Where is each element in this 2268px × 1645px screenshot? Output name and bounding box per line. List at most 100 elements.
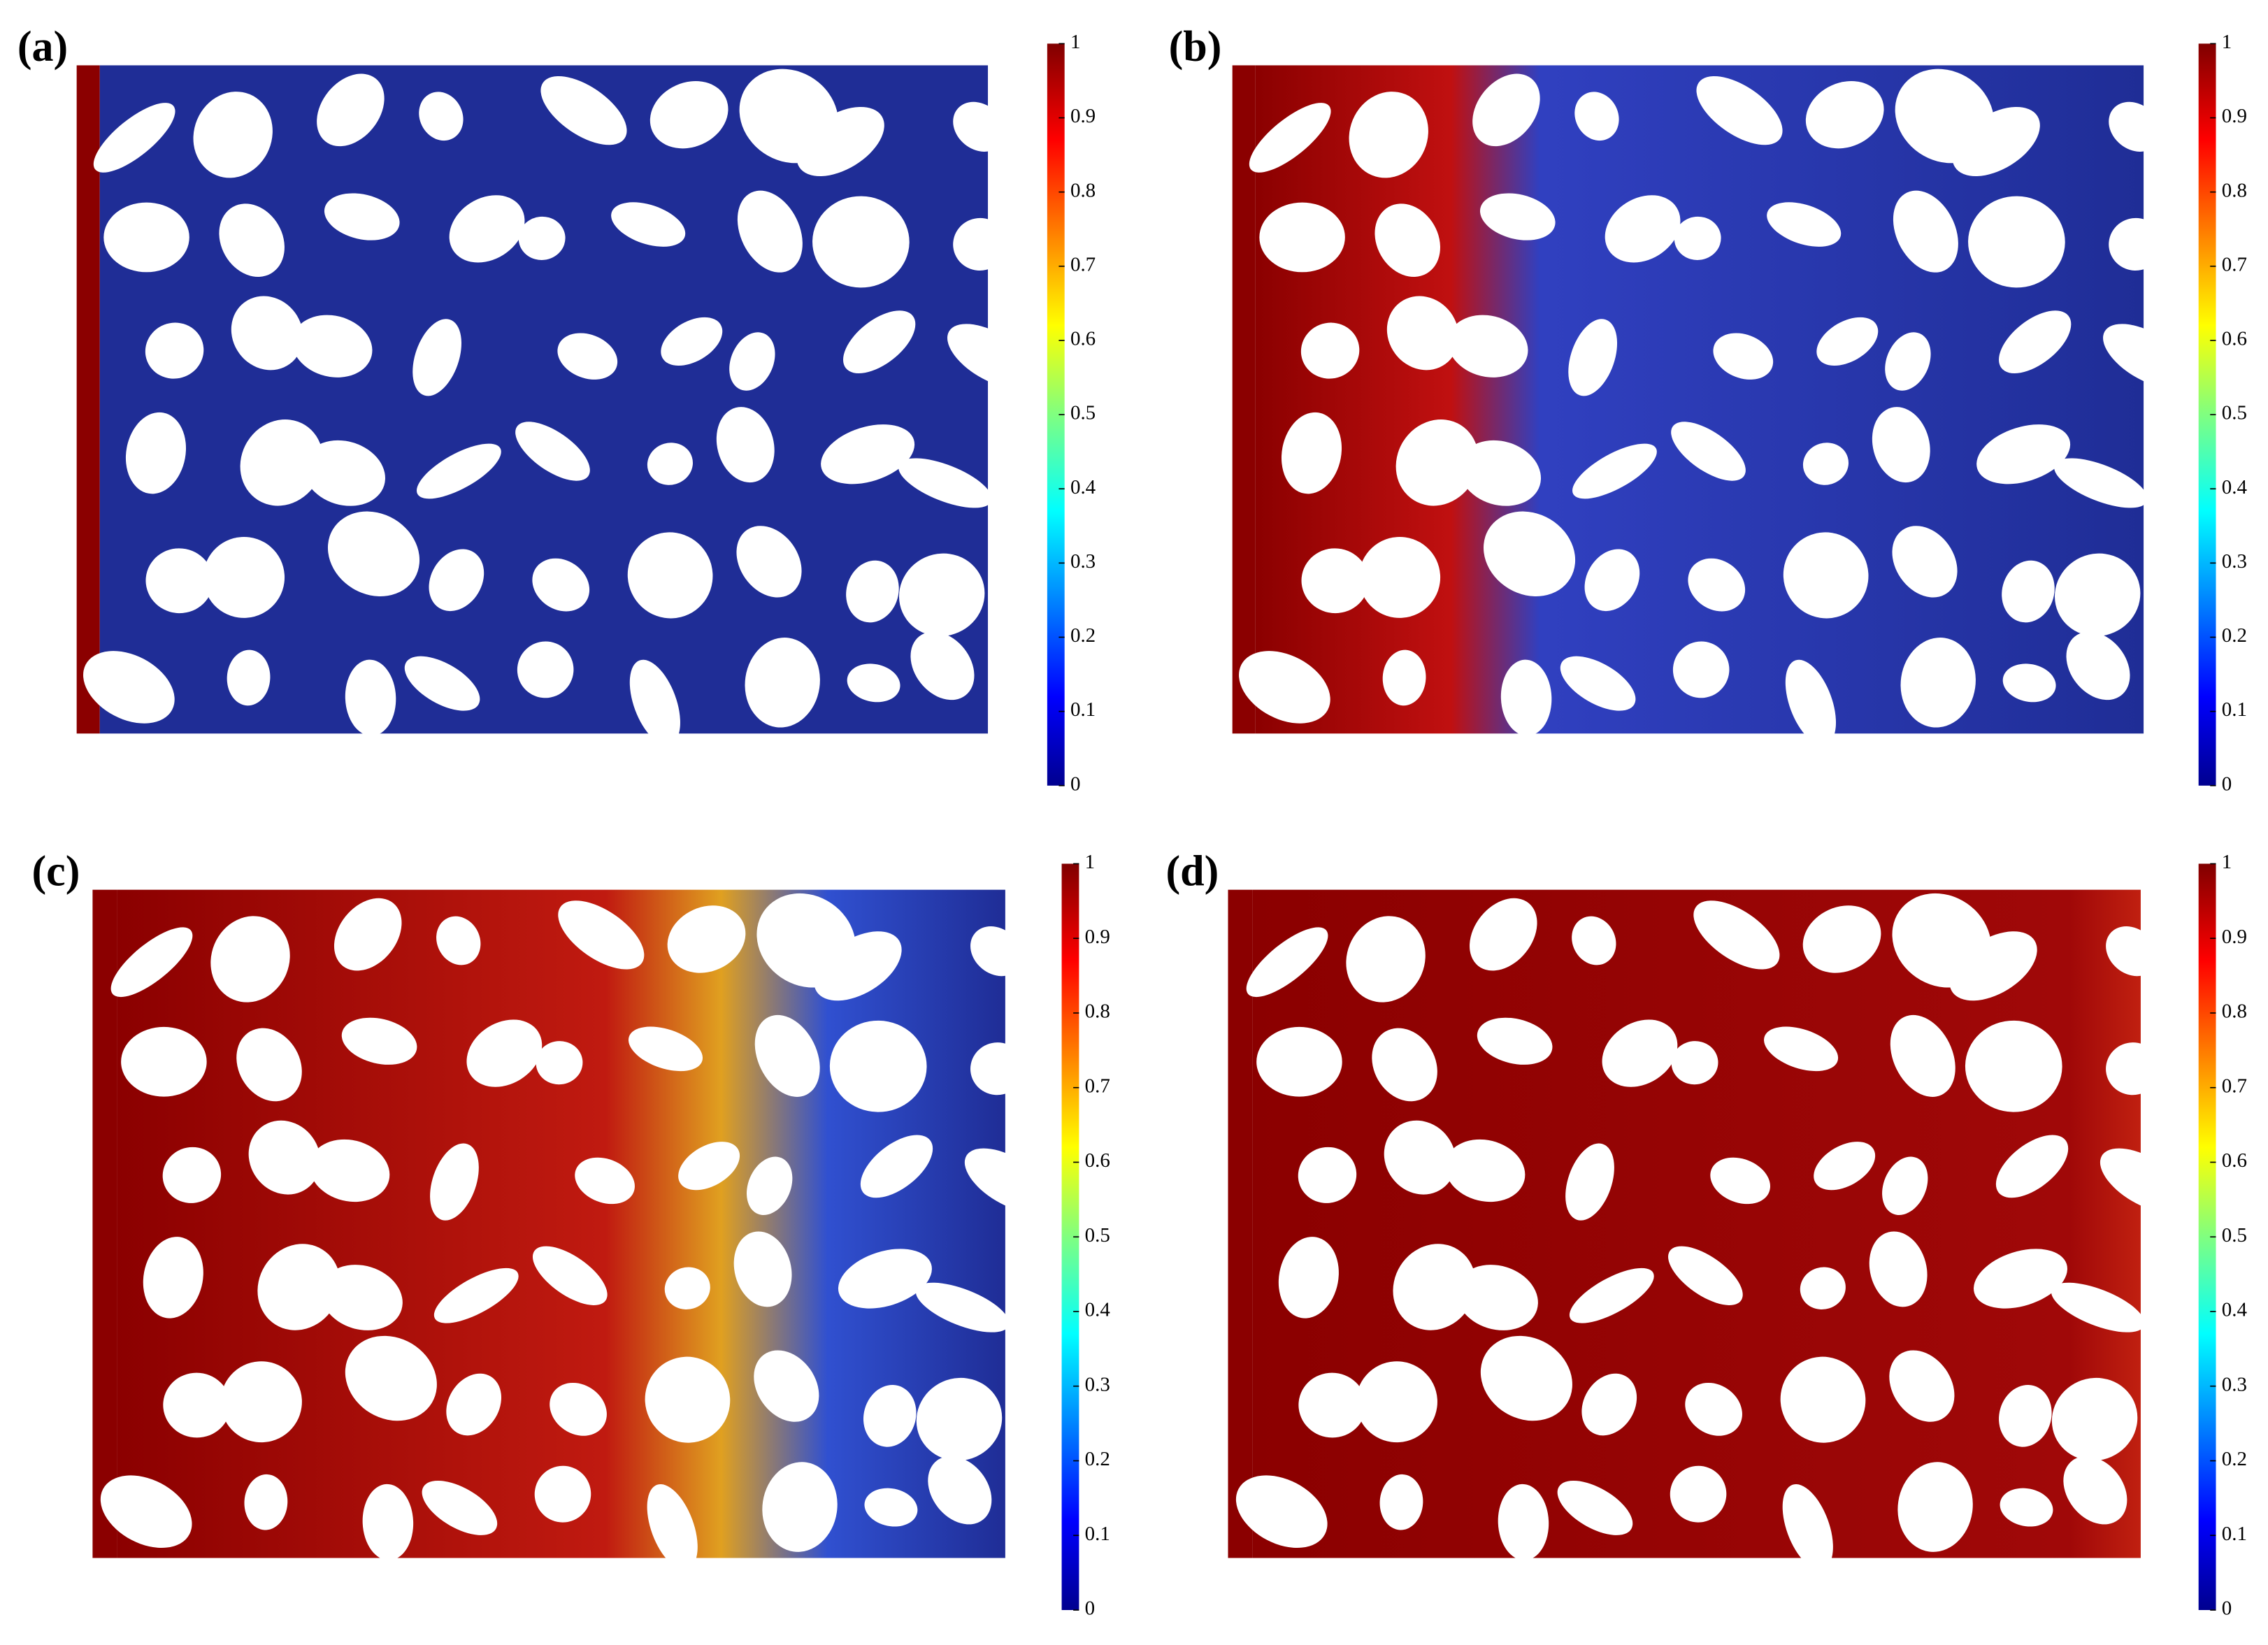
colorbar-tick-label: 0.1: [2222, 698, 2247, 721]
colorbar-tick-label: 1: [2222, 31, 2232, 53]
solid-grain: [257, 1244, 340, 1330]
colorbar-tick-label: 0.2: [2222, 624, 2247, 647]
solid-grain: [1800, 1267, 1846, 1309]
panel-label: (d): [1166, 847, 1219, 895]
solid-grain: [1668, 1246, 1743, 1305]
colorbar-tick-label: 0.5: [1085, 1224, 1110, 1247]
solid-grain: [1900, 638, 1976, 728]
solid-grain: [1767, 202, 1842, 247]
solid-grain: [1249, 103, 1331, 173]
solid-grain: [947, 324, 1035, 388]
solid-grain: [1816, 317, 1879, 366]
solid-grain: [745, 638, 820, 728]
solid-grain: [678, 1142, 740, 1191]
solid-grain: [1952, 106, 2040, 177]
solid-grain: [1782, 1484, 1833, 1570]
solid-grain: [231, 296, 303, 371]
solid-grain: [1890, 1014, 1955, 1097]
solid-grain: [898, 458, 992, 508]
panel-label: (c): [32, 847, 80, 895]
solid-grain: [220, 1361, 302, 1443]
solid-grain: [916, 1377, 1003, 1461]
pore-domain: [1252, 889, 2141, 1558]
colorbar-tick-label: 0.5: [2222, 1224, 2247, 1247]
inlet-bar: [1228, 889, 1253, 1558]
solid-grain: [362, 1484, 414, 1560]
solid-grain: [2106, 926, 2158, 977]
solid-grain: [1805, 81, 1884, 149]
solid-grain: [1384, 1120, 1456, 1195]
solid-grain: [1605, 195, 1681, 263]
colorbar-tick-label: 0.7: [1070, 253, 1096, 275]
solid-grain: [550, 1382, 607, 1436]
solid-grain: [536, 1041, 583, 1085]
solid-grain: [534, 1465, 591, 1523]
solid-grain: [838, 1249, 932, 1309]
solid-grain: [1358, 536, 1441, 618]
solid-grain: [532, 1246, 608, 1305]
colorbar-tick-label: 0.3: [2222, 1373, 2247, 1395]
colorbar-tick-label: 0: [1085, 1597, 1095, 1620]
solid-grain: [1882, 1156, 1928, 1215]
solid-grain: [2063, 1456, 2127, 1525]
solid-grain: [1995, 1135, 2069, 1198]
solid-grain: [928, 1456, 992, 1525]
solid-grain: [1393, 1244, 1476, 1330]
solid-grain: [1965, 1020, 2062, 1112]
solid-grain: [1584, 549, 1640, 612]
solid-grain: [847, 663, 900, 703]
solid-grain: [762, 1462, 838, 1552]
solid-grain: [433, 1267, 519, 1323]
colorbar-tick-label: 0.8: [1085, 1000, 1110, 1023]
solid-grain: [1281, 412, 1342, 494]
colorbar-tick-label: 0.6: [2222, 1149, 2247, 1172]
pore-domain: [117, 889, 1005, 1558]
solid-grain: [1802, 443, 1849, 485]
solid-grain: [1696, 76, 1783, 145]
solid-grain: [953, 217, 1007, 271]
solid-grain: [1444, 1139, 1526, 1202]
solid-grain: [1560, 656, 1636, 711]
solid-grain: [746, 1156, 793, 1215]
solid-grain: [860, 1135, 933, 1198]
solid-grain: [1565, 1143, 1614, 1221]
solid-grain: [1814, 1142, 1876, 1191]
solid-grain: [2100, 1148, 2188, 1213]
solid-grain: [661, 317, 723, 366]
solid-grain: [736, 526, 802, 598]
solid-grain: [292, 315, 373, 378]
solid-grain: [248, 1120, 321, 1195]
colorbar-tick-label: 0.4: [2222, 1299, 2248, 1321]
solid-grain: [518, 216, 566, 260]
solid-grain: [419, 92, 464, 141]
solid-grain: [227, 649, 271, 706]
solid-grain: [1869, 1231, 1928, 1307]
solid-grain: [324, 193, 400, 240]
solid-grain: [1349, 92, 1428, 178]
solid-grain: [1448, 315, 1528, 378]
solid-grain: [1568, 319, 1618, 396]
solid-grain: [1885, 332, 1931, 391]
solid-grain: [558, 900, 645, 970]
solid-grain: [1298, 1147, 1357, 1203]
solid-grain: [1672, 641, 1730, 698]
solid-grain: [1572, 916, 1616, 965]
solid-grain: [1802, 905, 1881, 973]
solid-grain: [964, 1148, 1052, 1213]
solid-grain: [1346, 916, 1426, 1003]
solid-grain: [1375, 203, 1440, 277]
solid-grain: [517, 641, 574, 698]
solid-grain: [1889, 1350, 1955, 1422]
solid-grain: [333, 898, 402, 971]
solid-grain: [2066, 631, 2130, 701]
inlet-bar: [92, 889, 117, 1558]
solid-grain: [1301, 548, 1369, 614]
solid-grain: [627, 532, 713, 619]
colorbar-tick-label: 0.7: [2222, 253, 2247, 275]
solid-grain: [1674, 216, 1721, 260]
solid-grain: [1298, 1372, 1366, 1438]
solid-grain: [814, 931, 902, 1001]
solid-grain: [1581, 1373, 1637, 1436]
solid-grain: [1477, 1017, 1553, 1065]
